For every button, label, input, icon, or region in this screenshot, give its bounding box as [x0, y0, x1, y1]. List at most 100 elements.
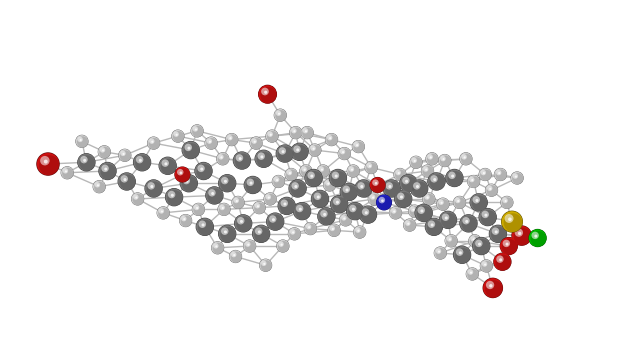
Ellipse shape	[460, 215, 477, 232]
Ellipse shape	[183, 218, 186, 220]
Ellipse shape	[502, 239, 518, 255]
Ellipse shape	[428, 172, 445, 191]
Ellipse shape	[438, 251, 440, 253]
Ellipse shape	[319, 166, 324, 172]
Ellipse shape	[339, 149, 351, 160]
Ellipse shape	[329, 169, 347, 187]
Ellipse shape	[101, 165, 109, 172]
Ellipse shape	[391, 208, 396, 214]
Ellipse shape	[330, 226, 335, 231]
Ellipse shape	[266, 213, 284, 231]
Ellipse shape	[175, 167, 190, 182]
Ellipse shape	[470, 272, 472, 274]
Ellipse shape	[304, 222, 317, 235]
Ellipse shape	[340, 149, 345, 154]
Ellipse shape	[172, 130, 184, 142]
Ellipse shape	[342, 186, 350, 193]
Ellipse shape	[356, 181, 372, 197]
Ellipse shape	[349, 166, 354, 172]
Ellipse shape	[456, 248, 463, 256]
Ellipse shape	[440, 156, 451, 167]
Ellipse shape	[472, 237, 490, 255]
Ellipse shape	[407, 223, 410, 225]
Ellipse shape	[484, 263, 486, 266]
Ellipse shape	[504, 200, 507, 202]
Ellipse shape	[207, 139, 212, 144]
Ellipse shape	[332, 172, 339, 179]
Ellipse shape	[276, 144, 294, 163]
Ellipse shape	[264, 193, 276, 205]
Ellipse shape	[276, 179, 278, 181]
Ellipse shape	[470, 236, 476, 242]
Ellipse shape	[394, 168, 406, 181]
Ellipse shape	[442, 158, 445, 160]
Ellipse shape	[422, 192, 435, 206]
Ellipse shape	[218, 154, 223, 159]
Ellipse shape	[338, 147, 351, 160]
Ellipse shape	[272, 175, 285, 188]
Ellipse shape	[79, 139, 82, 141]
Ellipse shape	[447, 236, 452, 242]
Ellipse shape	[272, 218, 275, 221]
Ellipse shape	[184, 143, 200, 159]
Ellipse shape	[131, 192, 144, 206]
Ellipse shape	[182, 176, 198, 192]
Ellipse shape	[267, 131, 278, 142]
Ellipse shape	[324, 180, 336, 191]
Ellipse shape	[421, 165, 434, 177]
Ellipse shape	[212, 243, 224, 254]
Ellipse shape	[355, 227, 366, 238]
Ellipse shape	[196, 218, 214, 236]
Ellipse shape	[420, 209, 424, 213]
Ellipse shape	[506, 243, 509, 246]
Ellipse shape	[165, 188, 183, 206]
Ellipse shape	[227, 135, 238, 146]
Ellipse shape	[275, 110, 287, 121]
Ellipse shape	[422, 166, 434, 177]
Ellipse shape	[278, 113, 280, 115]
Ellipse shape	[375, 182, 378, 185]
Ellipse shape	[259, 259, 272, 272]
Ellipse shape	[118, 172, 136, 191]
Ellipse shape	[330, 195, 348, 213]
Ellipse shape	[354, 142, 359, 147]
Ellipse shape	[329, 137, 332, 139]
Ellipse shape	[161, 210, 163, 213]
Ellipse shape	[104, 168, 108, 171]
Ellipse shape	[305, 130, 307, 132]
Ellipse shape	[467, 175, 480, 188]
Ellipse shape	[518, 232, 522, 235]
Ellipse shape	[231, 252, 236, 257]
Ellipse shape	[378, 196, 392, 210]
Ellipse shape	[427, 220, 443, 236]
Ellipse shape	[100, 164, 116, 180]
Ellipse shape	[200, 168, 204, 171]
Ellipse shape	[323, 213, 326, 216]
Ellipse shape	[197, 165, 205, 172]
Ellipse shape	[215, 245, 218, 247]
Ellipse shape	[301, 166, 312, 177]
Ellipse shape	[132, 194, 144, 205]
Ellipse shape	[235, 154, 251, 169]
Ellipse shape	[495, 230, 498, 233]
Ellipse shape	[224, 230, 227, 233]
Ellipse shape	[151, 141, 154, 143]
Ellipse shape	[289, 180, 307, 197]
Ellipse shape	[431, 223, 434, 227]
Ellipse shape	[317, 164, 330, 178]
Ellipse shape	[465, 220, 468, 223]
Ellipse shape	[77, 153, 95, 171]
Ellipse shape	[402, 177, 410, 184]
Ellipse shape	[325, 180, 330, 186]
Ellipse shape	[97, 184, 99, 186]
Ellipse shape	[253, 141, 256, 143]
Ellipse shape	[486, 185, 498, 196]
Ellipse shape	[268, 215, 284, 230]
Ellipse shape	[331, 171, 347, 187]
Ellipse shape	[442, 214, 449, 221]
Ellipse shape	[415, 204, 433, 222]
Ellipse shape	[333, 198, 340, 205]
Ellipse shape	[317, 207, 335, 225]
Ellipse shape	[397, 172, 400, 174]
Ellipse shape	[339, 214, 352, 226]
